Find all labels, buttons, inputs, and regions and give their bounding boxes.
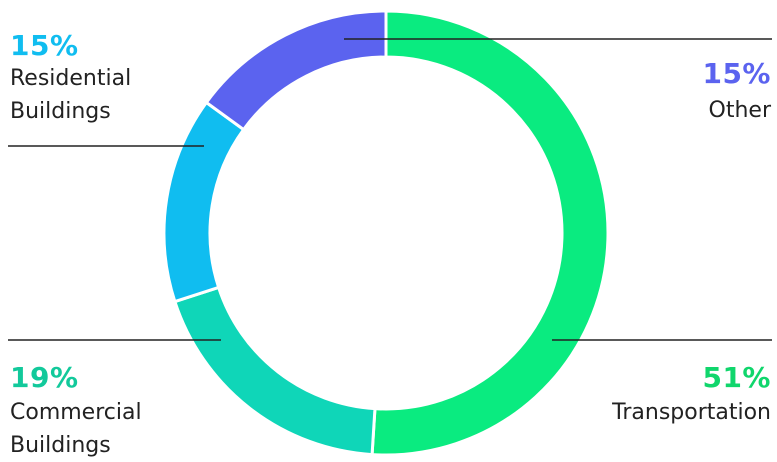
label-other: Other [709,94,771,127]
percent-other: 15% [702,57,771,90]
percent-commercial: 19% [10,361,79,394]
label-transportation-line1: Transportation [612,400,771,425]
slice-transportation [370,9,610,457]
slice-commercial-buildings [172,285,377,457]
label-commercial: Commercial Buildings [10,396,142,462]
label-transportation: Transportation [612,396,771,429]
leader-lines [8,38,772,341]
percent-residential: 15% [10,29,79,62]
slice-residential-buildings [162,100,246,304]
label-residential: Residential Buildings [10,62,131,128]
label-commercial-line1: Commercial [10,400,142,425]
label-commercial-line2: Buildings [10,433,111,458]
label-other-line1: Other [708,98,771,123]
label-residential-line2: Buildings [10,99,111,124]
donut-slices [162,9,610,457]
percent-transportation: 51% [702,361,771,394]
label-residential-line1: Residential [10,66,132,91]
slice-other [204,9,388,132]
